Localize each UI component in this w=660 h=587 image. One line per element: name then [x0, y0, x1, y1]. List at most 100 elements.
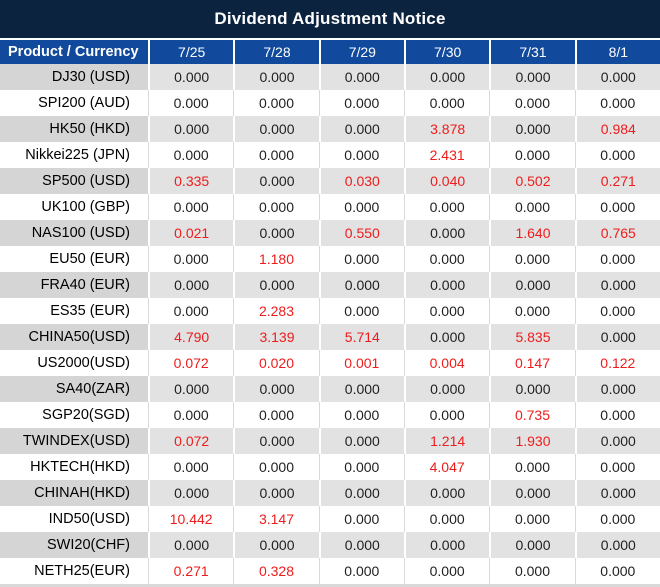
table-row: SPI200 (AUD) 0.000 0.000 0.000 0.000 0.000 0.0…	[0, 90, 660, 116]
dividend-value-cell: 0.000	[233, 168, 319, 194]
table-body: DJ30 (USD) 0.000 0.000 0.000 0.000 0.000 0.000…	[0, 64, 660, 584]
dividend-value-cell: 0.000	[403, 376, 490, 402]
product-label: Nikkei225 (JPN)	[0, 142, 148, 168]
dividend-value-cell: 0.020	[233, 350, 319, 376]
dividend-value-cell: 0.000	[403, 90, 490, 116]
dividend-value-cell: 0.000	[403, 506, 490, 532]
dividend-value-cell: 0.000	[148, 272, 234, 298]
table-row: UK100 (GBP) 0.000 0.000 0.000 0.000 0.000 0.00…	[0, 194, 660, 220]
dividend-value-cell: 0.000	[233, 90, 319, 116]
dividend-value-cell: 0.000	[148, 298, 234, 324]
dividend-value-cell: 0.000	[233, 194, 319, 220]
product-label: NAS100 (USD)	[0, 220, 148, 246]
product-label: HKTECH(HKD)	[0, 454, 148, 480]
product-label: HK50 (HKD)	[0, 116, 148, 142]
dividend-value-cell: 0.000	[574, 298, 660, 324]
dividend-value-cell: 0.000	[318, 64, 404, 90]
header-date-cell: 7/25	[148, 40, 234, 64]
dividend-value-cell: 0.000	[489, 116, 575, 142]
dividend-value-cell: 0.000	[233, 272, 319, 298]
dividend-value-cell: 0.000	[403, 64, 490, 90]
dividend-value-cell: 0.004	[403, 350, 490, 376]
dividend-value-cell: 0.000	[233, 402, 319, 428]
product-label: SWI20(CHF)	[0, 532, 148, 558]
dividend-value-cell: 0.000	[403, 558, 490, 584]
dividend-value-cell: 0.000	[318, 558, 404, 584]
dividend-value-cell: 0.000	[403, 402, 490, 428]
table-row: SA40(ZAR) 0.000 0.000 0.000 0.000 0.000 0.000	[0, 376, 660, 402]
table-row: CHINA50(USD) 4.790 3.139 5.714 0.000 5.835 0.0…	[0, 324, 660, 350]
header-date-cell: 7/31	[489, 40, 575, 64]
table-row: SP500 (USD) 0.335 0.000 0.030 0.040 0.502 0.27…	[0, 168, 660, 194]
dividend-value-cell: 0.000	[318, 272, 404, 298]
dividend-value-cell: 0.502	[489, 168, 575, 194]
dividend-value-cell: 0.000	[148, 402, 234, 428]
dividend-table: Product / Currency 7/25 7/28 7/29 7/30 7/31 8…	[0, 40, 660, 584]
dividend-value-cell: 0.765	[574, 220, 660, 246]
title-bar: Dividend Adjustment Notice	[0, 0, 660, 38]
dividend-value-cell: 0.335	[148, 168, 234, 194]
dividend-value-cell: 0.000	[574, 90, 660, 116]
dividend-value-cell: 5.714	[318, 324, 404, 350]
product-label: UK100 (GBP)	[0, 194, 148, 220]
dividend-value-cell: 1.180	[233, 246, 319, 272]
table-row: HK50 (HKD) 0.000 0.000 0.000 3.878 0.000 0.984	[0, 116, 660, 142]
dividend-value-cell: 0.000	[148, 532, 234, 558]
dividend-value-cell: 0.000	[574, 402, 660, 428]
dividend-value-cell: 0.000	[574, 64, 660, 90]
dividend-value-cell: 0.000	[148, 454, 234, 480]
table-row: ES35 (EUR) 0.000 2.283 0.000 0.000 0.000 0.000	[0, 298, 660, 324]
table-row: HKTECH(HKD) 0.000 0.000 0.000 4.047 0.000 0.00…	[0, 454, 660, 480]
dividend-value-cell: 0.000	[574, 142, 660, 168]
dividend-value-cell: 0.984	[574, 116, 660, 142]
dividend-value-cell: 0.000	[489, 142, 575, 168]
product-label: SGP20(SGD)	[0, 402, 148, 428]
dividend-value-cell: 0.000	[489, 506, 575, 532]
dividend-value-cell: 0.000	[233, 454, 319, 480]
header-date-cell: 7/29	[318, 40, 404, 64]
dividend-value-cell: 0.000	[318, 532, 404, 558]
dividend-value-cell: 10.442	[148, 506, 234, 532]
dividend-value-cell: 4.047	[403, 454, 490, 480]
dividend-value-cell: 0.000	[148, 116, 234, 142]
dividend-value-cell: 0.000	[574, 246, 660, 272]
header-date-cell: 7/30	[403, 40, 490, 64]
dividend-value-cell: 0.328	[233, 558, 319, 584]
dividend-value-cell: 0.000	[148, 142, 234, 168]
dividend-value-cell: 0.000	[574, 194, 660, 220]
dividend-value-cell: 0.147	[489, 350, 575, 376]
dividend-value-cell: 5.835	[489, 324, 575, 350]
dividend-value-cell: 0.000	[489, 246, 575, 272]
table-row: US2000(USD) 0.072 0.020 0.001 0.004 0.147 0.12…	[0, 350, 660, 376]
dividend-value-cell: 0.000	[403, 272, 490, 298]
dividend-value-cell: 0.040	[403, 168, 490, 194]
dividend-value-cell: 0.000	[574, 454, 660, 480]
page-title: Dividend Adjustment Notice	[214, 9, 446, 28]
table-row: Nikkei225 (JPN) 0.000 0.000 0.000 2.431 0.000…	[0, 142, 660, 168]
dividend-value-cell: 0.000	[318, 90, 404, 116]
dividend-value-cell: 0.000	[318, 142, 404, 168]
dividend-value-cell: 0.000	[574, 506, 660, 532]
product-label: TWINDEX(USD)	[0, 428, 148, 454]
dividend-value-cell: 0.000	[148, 90, 234, 116]
dividend-value-cell: 0.000	[233, 428, 319, 454]
dividend-value-cell: 2.283	[233, 298, 319, 324]
dividend-value-cell: 0.000	[489, 64, 575, 90]
dividend-value-cell: 0.550	[318, 220, 404, 246]
dividend-value-cell: 0.000	[318, 428, 404, 454]
dividend-value-cell: 0.000	[318, 376, 404, 402]
dividend-value-cell: 3.147	[233, 506, 319, 532]
dividend-value-cell: 0.000	[574, 558, 660, 584]
dividend-value-cell: 0.000	[574, 480, 660, 506]
table-row: SWI20(CHF) 0.000 0.000 0.000 0.000 0.000 0.000	[0, 532, 660, 558]
dividend-value-cell: 0.021	[148, 220, 234, 246]
dividend-value-cell: 0.000	[233, 142, 319, 168]
dividend-value-cell: 0.072	[148, 428, 234, 454]
dividend-value-cell: 0.271	[574, 168, 660, 194]
dividend-value-cell: 0.000	[318, 402, 404, 428]
dividend-value-cell: 0.000	[148, 246, 234, 272]
bottom-strip	[0, 584, 660, 587]
table-row: FRA40 (EUR) 0.000 0.000 0.000 0.000 0.000 0.00…	[0, 272, 660, 298]
table-header-row: Product / Currency 7/25 7/28 7/29 7/30 7/31 8…	[0, 40, 660, 64]
dividend-value-cell: 0.000	[318, 246, 404, 272]
